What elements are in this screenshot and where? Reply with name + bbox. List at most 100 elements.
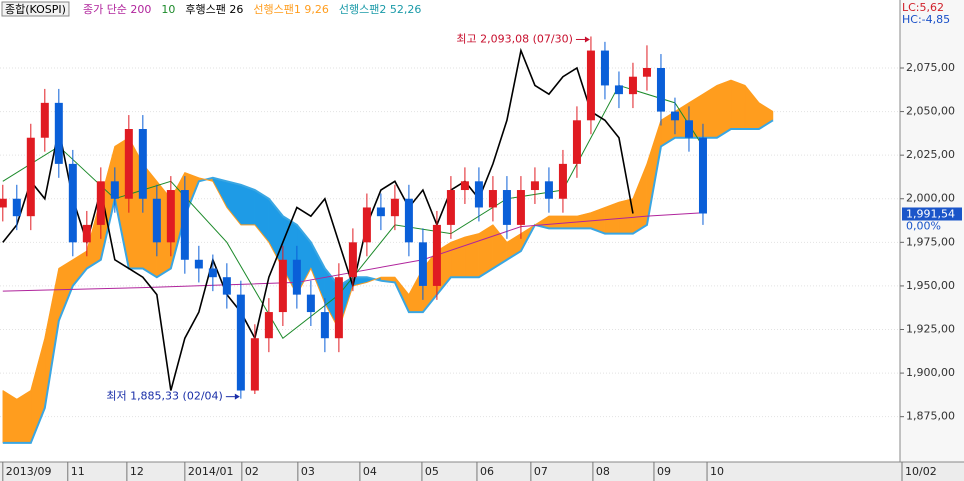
candle-body <box>614 85 623 95</box>
title-box <box>1 1 70 17</box>
candle-body <box>292 259 301 295</box>
candle-body <box>460 181 469 191</box>
x-tick-label: 10 <box>710 465 724 478</box>
candle-body <box>138 129 147 199</box>
candle-body <box>208 268 217 278</box>
y-tick-label: 2,050,00 <box>906 105 955 118</box>
header-bg <box>0 0 600 18</box>
candle-body <box>516 190 525 225</box>
x-tick-label: 12 <box>130 465 144 478</box>
candle-body <box>558 163 567 199</box>
candle-body <box>250 338 259 391</box>
legend-entry: 후행스팬 26 <box>185 3 243 16</box>
x-tick-label: 02 <box>245 465 259 478</box>
y-tick-label: 1,950,00 <box>906 279 955 292</box>
header: 종합(KOSPI) 종가 단순 200 10 후행스팬 26 선행스팬1 9,26 선행스… <box>0 0 600 18</box>
legend-entry: 선행스팬2 52,26 <box>339 3 421 16</box>
y-tick-label: 1,875,00 <box>906 410 955 423</box>
x-tick-label: 03 <box>301 465 315 478</box>
candle-body <box>334 277 343 339</box>
candle-body <box>110 181 119 199</box>
candle-body <box>96 181 105 225</box>
change-label: 0,00% <box>906 219 941 232</box>
candle-body <box>306 294 315 313</box>
axis-layer: 1,875,00 1,900,00 1,925,00 1,950,00 1,975,00… <box>2 61 962 481</box>
candle-body <box>68 163 77 243</box>
cloud-segment <box>240 184 256 226</box>
x-tick-label: 04 <box>363 465 377 478</box>
candle-body <box>670 111 679 121</box>
candle-body <box>698 137 707 214</box>
candle-body <box>628 76 637 95</box>
cloud-segment <box>730 79 746 130</box>
candle-body <box>40 102 49 138</box>
candle-layer <box>0 36 707 399</box>
candle-body <box>502 190 511 225</box>
legend-entry: 종가 단순 200 <box>83 3 151 16</box>
candle-body <box>320 312 329 339</box>
candle-body <box>446 190 455 225</box>
candle-body <box>82 224 91 243</box>
candle-body <box>432 224 441 286</box>
legend-entry: 10 <box>161 3 175 16</box>
current-price-box <box>902 207 962 221</box>
cloud-segment <box>716 79 732 139</box>
candle-body <box>656 67 665 112</box>
right-axis-panel <box>900 0 964 462</box>
leading-span-2 <box>2 119 774 444</box>
candle-body <box>194 259 203 269</box>
bottom-axis-panel <box>0 462 964 481</box>
candle-body <box>600 50 609 86</box>
candle-body <box>348 242 357 278</box>
candle-body <box>376 207 385 217</box>
y-tick-label: 2,000,00 <box>906 192 955 205</box>
candle-body <box>530 181 539 191</box>
indicator-line <box>2 84 704 339</box>
x-tick-label: 05 <box>425 465 439 478</box>
candle-body <box>586 50 595 121</box>
candle-body <box>488 190 497 208</box>
candle-body <box>642 67 651 77</box>
high-annotation: 최고 2,093,08 (07/30) <box>456 32 573 45</box>
candle-body <box>12 198 21 217</box>
x-tick-label: 06 <box>480 465 494 478</box>
candle-body <box>166 190 175 243</box>
y-tick-label: 2,025,00 <box>906 148 955 161</box>
candle-body <box>418 242 427 286</box>
x-tick-label: 09 <box>657 465 671 478</box>
lc-label: LC:5,62 <box>902 1 944 14</box>
candle-body <box>236 294 245 391</box>
x-tick-label: 2014/01 <box>188 465 234 478</box>
candle-body <box>124 129 133 199</box>
y-tick-label: 1,975,00 <box>906 235 955 248</box>
high-arrow-head <box>584 36 590 43</box>
candle-body <box>54 102 63 164</box>
legend-entry: 선행스팬1 9,26 <box>253 3 328 16</box>
candle-body <box>278 259 287 313</box>
y-tick-label: 1,900,00 <box>906 366 955 379</box>
candle-body <box>684 120 693 138</box>
candle-body <box>390 198 399 217</box>
low-annotation: 최저 1,885,33 (02/04) <box>106 390 223 403</box>
candle-body <box>572 120 581 164</box>
candle-body <box>180 190 189 260</box>
x-tick-label: 08 <box>596 465 610 478</box>
candle-body <box>474 181 483 208</box>
cloud-segment <box>464 233 480 278</box>
indicator-line <box>2 47 634 391</box>
y-tick-label: 2,075,00 <box>906 61 955 74</box>
candle-body <box>264 312 273 339</box>
low-arrow-head <box>234 393 240 400</box>
candle-body <box>0 198 7 208</box>
x-tick-label: 07 <box>534 465 548 478</box>
annotation-layer: 최고 2,093,08 (07/30) 최저 1,885,33 (02/04) <box>106 32 590 403</box>
x-tick-label: 2013/09 <box>6 465 52 478</box>
candle-body <box>26 137 35 217</box>
candle-body <box>404 198 413 243</box>
current-price-label: 1,991,54 <box>906 207 955 220</box>
candle-body <box>222 277 231 295</box>
hc-label: HC:-4,85 <box>902 13 950 26</box>
cloud-segment <box>548 215 564 229</box>
